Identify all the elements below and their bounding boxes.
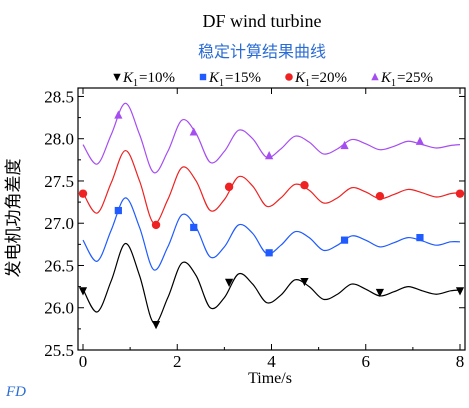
- series-marker-3: [340, 140, 349, 150]
- y-tick-label: 28.5: [44, 87, 74, 106]
- y-tick-label: 27.5: [44, 172, 74, 191]
- series-marker-2: [78, 189, 88, 198]
- series-markers: [78, 110, 465, 330]
- legend-label-var: K: [380, 70, 392, 86]
- series-marker-3: [415, 136, 425, 145]
- legend-label-sub: 1: [133, 78, 138, 89]
- x-tick-label: 6: [362, 352, 371, 371]
- series-marker-2: [455, 189, 465, 198]
- x-axis: 0 2 4 6 8: [79, 88, 465, 371]
- legend-label-var: K: [208, 70, 220, 86]
- y-tick-label: 27.0: [44, 214, 74, 233]
- legend-label-value: =20%: [311, 70, 347, 86]
- legend-label-value: =25%: [397, 70, 433, 86]
- legend-label-value: =15%: [225, 70, 261, 86]
- legend-label-sub: 1: [305, 78, 310, 89]
- series-lines: [82, 102, 461, 324]
- x-tick-label: 0: [79, 352, 88, 371]
- x-tick-label: 8: [456, 352, 465, 371]
- legend-label-sub: 1: [391, 78, 396, 89]
- series-marker-0: [455, 287, 465, 296]
- series-marker-3: [265, 151, 274, 160]
- chart-subtitle: 稳定计算结果曲线: [198, 42, 326, 61]
- series-marker-1: [190, 223, 198, 232]
- legend-marker-0: [113, 73, 121, 82]
- x-tick-label: 2: [173, 352, 182, 371]
- legend-label-var: K: [122, 70, 134, 86]
- series-marker-0: [224, 278, 234, 287]
- series-marker-0: [375, 288, 384, 298]
- legend-marker-1: [199, 73, 207, 81]
- y-tick-label: 25.5: [44, 341, 74, 360]
- series-marker-1: [340, 236, 349, 244]
- chart-title: DF wind turbine: [203, 11, 322, 31]
- y-tick-label: 26.5: [44, 256, 74, 275]
- series-marker-1: [114, 206, 122, 215]
- y-axis-label: 发电机功角差度: [4, 159, 24, 278]
- series-marker-2: [375, 191, 385, 201]
- series-line-0: [82, 242, 461, 324]
- series-marker-0: [78, 287, 88, 296]
- legend-label-var: K: [294, 70, 306, 86]
- y-tick-label: 28.0: [44, 130, 74, 149]
- legend-marker-3: [371, 72, 379, 81]
- series-marker-0: [151, 321, 161, 330]
- series-marker-2: [300, 180, 309, 190]
- y-tick-label: 26.0: [44, 299, 74, 318]
- x-tick-label: 4: [267, 352, 276, 371]
- series-marker-1: [416, 233, 424, 242]
- series-marker-1: [265, 249, 273, 257]
- series-marker-3: [114, 110, 123, 119]
- series-line-3: [82, 102, 461, 174]
- series-line-2: [82, 149, 461, 225]
- series-marker-0: [300, 277, 309, 287]
- series-marker-3: [189, 127, 198, 136]
- corner-note: FD: [6, 384, 26, 400]
- series-marker-2: [224, 182, 234, 192]
- series-line-1: [82, 197, 461, 271]
- legend-label-value: =10%: [139, 70, 175, 86]
- legend-marker-2: [285, 73, 293, 81]
- chart-legend: K 1 =10% K 1 =15% K 1 =20% K 1 =25%: [113, 70, 433, 89]
- series-marker-2: [151, 220, 161, 230]
- x-axis-label: Time/s: [248, 370, 292, 387]
- legend-label-sub: 1: [219, 78, 224, 89]
- y-axis: 25.5 26.0 26.5 27.0 27.5 28.0 28.5: [44, 87, 465, 360]
